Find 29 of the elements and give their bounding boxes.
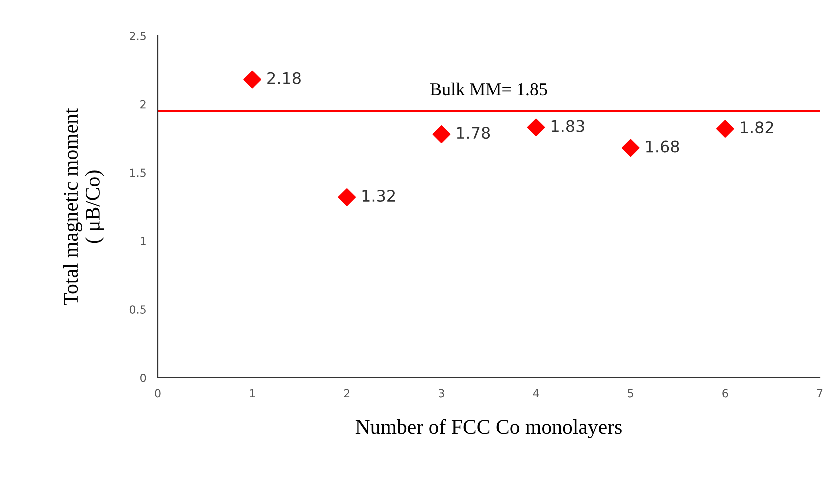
data-label: 2.18 <box>268 72 301 84</box>
data-label: 1.32 <box>362 190 395 202</box>
x-axis-title: Number of FCC Co monolayers <box>356 419 622 438</box>
x-tick-label: 6 <box>722 389 728 398</box>
x-tick-label: 1 <box>250 389 256 398</box>
y-tick-label: 0 <box>140 374 146 382</box>
x-tick-label: 5 <box>628 389 634 398</box>
y-tick-label: 1 <box>141 237 146 246</box>
data-label: 1.82 <box>741 122 774 134</box>
data-label: 1.68 <box>646 140 680 153</box>
x-tick-label: 2 <box>344 389 350 398</box>
x-tick-label: 3 <box>439 389 444 398</box>
y-tick-label: 2.5 <box>130 32 146 40</box>
point <box>527 118 546 137</box>
x-tick-label: 0 <box>155 389 161 398</box>
point <box>244 70 262 89</box>
y-tick-label: 2 <box>140 100 146 109</box>
point <box>622 139 640 158</box>
y-tick-label: 1.5 <box>130 168 146 178</box>
x-tick-label: 7 <box>817 389 823 398</box>
x-tick-label: 4 <box>533 389 540 398</box>
data-label: 1.78 <box>457 127 490 140</box>
point <box>432 126 451 144</box>
y-tick-label: 0.5 <box>130 306 146 314</box>
point <box>338 188 356 206</box>
y-axis-title: Total magnetic moment ( μB/Co) <box>63 108 104 306</box>
annotation: Bulk MM= 1.85 <box>430 82 548 96</box>
point <box>716 120 734 138</box>
data-label: 1.83 <box>552 120 584 132</box>
